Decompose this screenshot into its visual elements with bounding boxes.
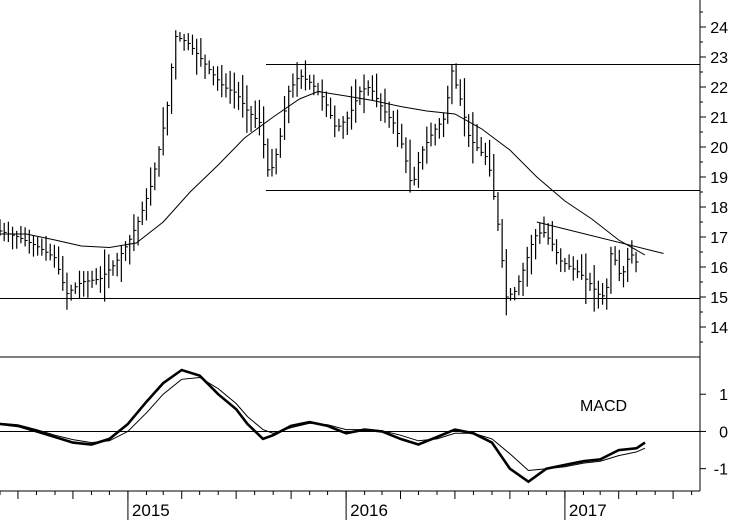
price-y-tick-label: 14 — [710, 320, 728, 337]
moving-average-line — [0, 90, 646, 256]
x-year-label: 2015 — [132, 501, 170, 520]
trendline — [536, 221, 664, 254]
price-y-tick-label: 20 — [710, 140, 728, 157]
macd-y-tick-label: -1 — [714, 462, 728, 479]
price-y-tick-label: 22 — [710, 80, 728, 97]
price-y-tick-label: 17 — [710, 230, 728, 247]
macd-y-tick-label: 1 — [719, 387, 728, 404]
price-y-tick-label: 24 — [710, 20, 728, 37]
price-panel — [0, 30, 700, 358]
price-y-tick-label: 23 — [710, 50, 728, 67]
macd-panel: MACD — [0, 368, 700, 484]
price-bars — [0, 30, 639, 316]
price-y-tick-label: 18 — [710, 200, 728, 217]
macd-y-tick-label: 0 — [719, 424, 728, 441]
price-y-tick-label: 21 — [710, 110, 728, 127]
price-y-tick-label: 15 — [710, 290, 728, 307]
x-year-label: 2017 — [569, 501, 607, 520]
price-y-tick-label: 19 — [710, 170, 728, 187]
axes: 24 23 22 21 20 19 18 17 16 15 14 1 0 -1 2015 2016 2017 — [0, 0, 728, 520]
price-y-tick-label: 16 — [710, 260, 728, 277]
x-year-label: 2016 — [350, 501, 388, 520]
macd-label: MACD — [580, 398, 627, 415]
macd-signal-line — [0, 376, 646, 472]
